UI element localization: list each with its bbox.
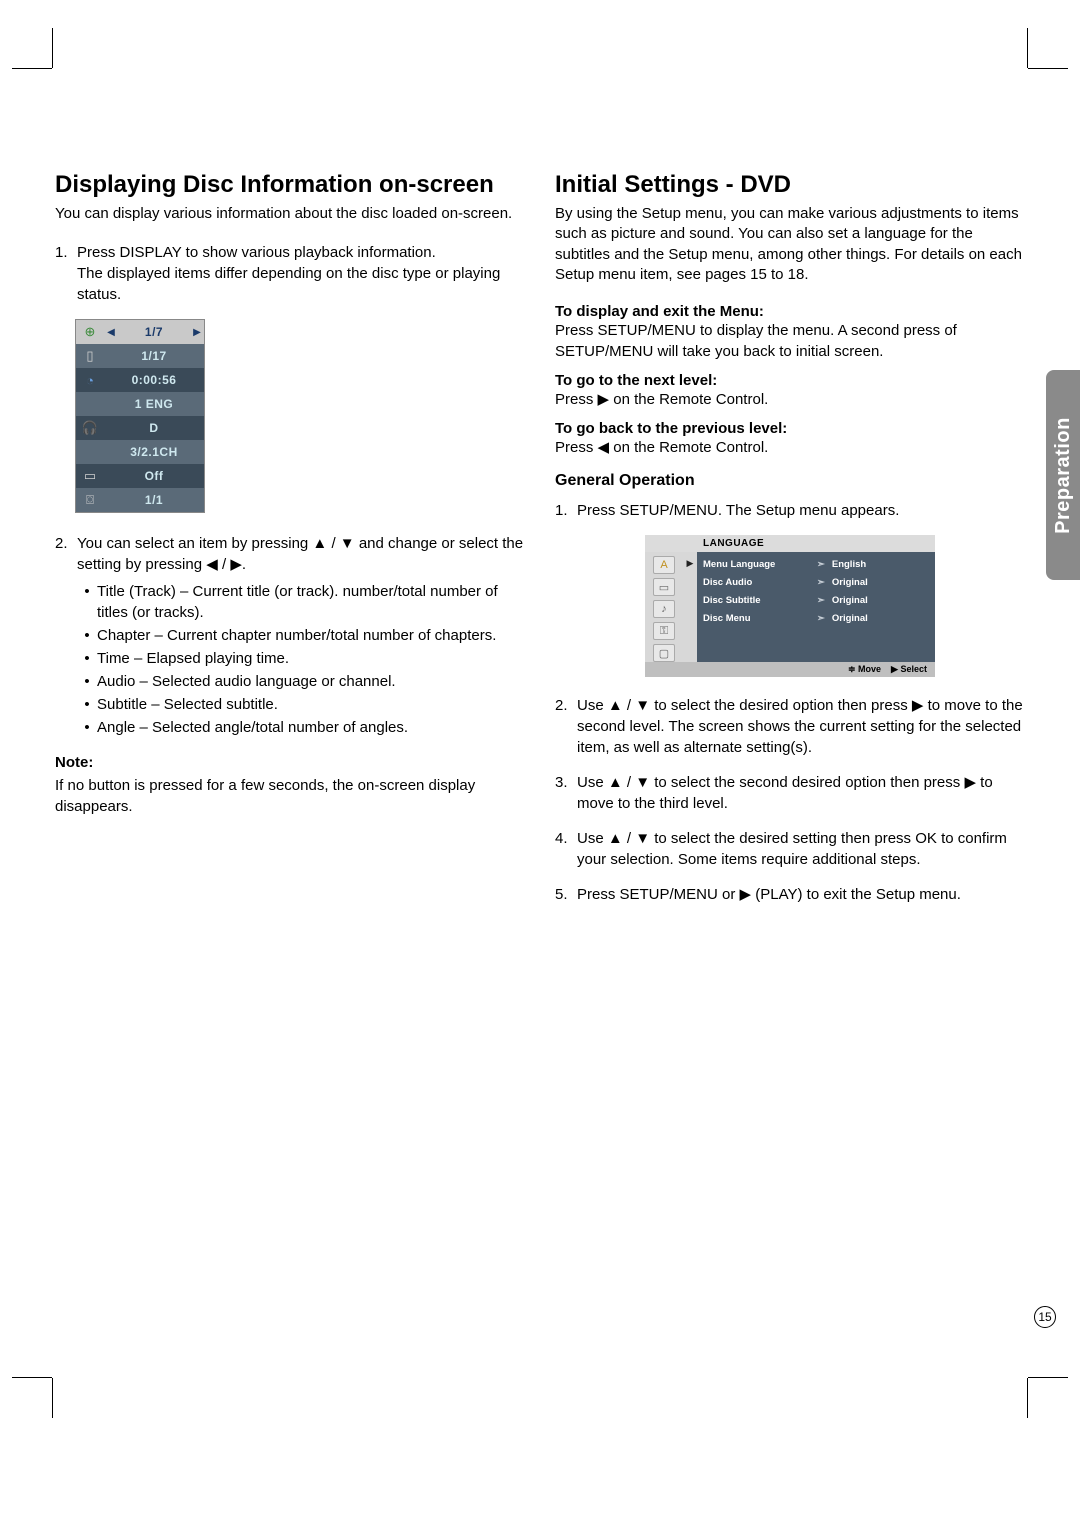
list-item: •Time – Elapsed playing time. [77, 648, 525, 669]
setup-tab-arrow-icon: ▶ [683, 552, 697, 662]
right-intro: By using the Setup menu, you can make va… [555, 204, 1025, 285]
left-icon: ◀ [598, 439, 610, 456]
audio-tab-icon: ♪ [653, 600, 675, 618]
other-tab-icon: ▢ [653, 644, 675, 662]
osd-row: 3/2.1CH [76, 440, 204, 464]
osd-row: ▭Off [76, 464, 204, 488]
down-icon: ▼ [635, 697, 650, 714]
left-step-1: 1. Press DISPLAY to show various playbac… [55, 242, 525, 305]
osd-panel: ⊕◀1/7▶▯1/17◔0:00:561 ENG🎧D3/2.1CH▭Off⌼1/… [75, 319, 205, 513]
osd-row-icon: ◔ [76, 373, 104, 388]
osd-row: ◔0:00:56 [76, 368, 204, 392]
left-heading: Displaying Disc Information on-screen [55, 170, 525, 200]
right-column: Initial Settings - DVD By using the Setu… [555, 170, 1025, 919]
setup-row-value: Original [832, 574, 929, 592]
up-icon: ▲ [312, 535, 327, 552]
lock-tab-icon: ⚿ [653, 622, 675, 640]
setup-row-value: Original [832, 610, 929, 628]
setup-menu: LANGUAGE A ▭ ♪ ⚿ ▢ ▶ Menu LanguageDisc A… [645, 535, 935, 677]
osd-row-icon: ⊕ [76, 324, 104, 340]
setup-row-label: Disc Subtitle [703, 592, 810, 610]
list-item: •Subtitle – Selected subtitle. [77, 694, 525, 715]
setup-menu-footer: ≑ Move ▶ Select [645, 662, 935, 677]
setup-menu-title: LANGUAGE [645, 535, 935, 552]
osd-row-icon: ▯ [76, 348, 104, 364]
list-item: •Angle – Selected angle/total number of … [77, 717, 525, 738]
osd-row-value: 1/17 [104, 349, 204, 363]
osd-row-value: 1 ENG [104, 397, 204, 411]
list-item: •Chapter – Current chapter number/total … [77, 625, 525, 646]
osd-row-value: 0:00:56 [104, 373, 204, 387]
osd-row-icon: ▭ [76, 468, 104, 484]
up-icon: ▲ [608, 830, 623, 847]
list-item: •Audio – Selected audio language or chan… [77, 671, 525, 692]
osd-left-arrow-icon: ◀ [104, 327, 118, 338]
page-number: 15 [1034, 1306, 1056, 1328]
setup-row-label: Disc Audio [703, 574, 810, 592]
setup-row-arrow-icon: ➣ [810, 610, 832, 628]
setup-row-arrow-icon: ➣ [810, 592, 832, 610]
right-icon: ▶ [230, 556, 242, 573]
setup-row-label: Disc Menu [703, 610, 810, 628]
play-icon: ▶ [740, 886, 752, 903]
side-tab-label: Preparation [1052, 417, 1075, 534]
setup-row-arrow-icon: ➣ [810, 556, 832, 574]
osd-row-value: 1/1 [104, 493, 204, 507]
p-display: Press SETUP/MENU to display the menu. A … [555, 320, 1025, 362]
osd-row: ⌼1/1 [76, 488, 204, 512]
h-back: To go back to the previous level: [555, 420, 1025, 437]
down-icon: ▼ [635, 774, 650, 791]
osd-row-value: 3/2.1CH [104, 445, 204, 459]
p-back: Press ◀ on the Remote Control. [555, 437, 1025, 458]
general-operation-heading: General Operation [555, 472, 1025, 490]
osd-row: ▯1/17 [76, 344, 204, 368]
up-icon: ▲ [608, 697, 623, 714]
osd-row: 1 ENG [76, 392, 204, 416]
setup-menu-tabs: A ▭ ♪ ⚿ ▢ [645, 552, 683, 662]
left-intro: You can display various information abou… [55, 204, 525, 224]
p-next: Press ▶ on the Remote Control. [555, 389, 1025, 410]
h-display: To display and exit the Menu: [555, 303, 1025, 320]
osd-row-icon: 🎧 [76, 420, 104, 436]
osd-row-value: 1/7 [118, 325, 190, 339]
osd-row-icon: ⌼ [76, 492, 104, 508]
move-icon: ≑ [848, 664, 858, 674]
right-icon: ▶ [964, 774, 976, 791]
gen-step-2: 2. Use ▲ / ▼ to select the desired optio… [555, 695, 1025, 758]
gen-step-3: 3. Use ▲ / ▼ to select the second desire… [555, 772, 1025, 814]
setup-row-label: Menu Language [703, 556, 810, 574]
gen-step-5: 5. Press SETUP/MENU or ▶ (PLAY) to exit … [555, 884, 1025, 905]
osd-row-value: D [104, 421, 204, 435]
right-icon: ▶ [912, 697, 924, 714]
gen-step-4: 4. Use ▲ / ▼ to select the desired setti… [555, 828, 1025, 870]
side-tab: Preparation [1046, 370, 1080, 580]
setup-row-value: English [832, 556, 929, 574]
list-item: •Title (Track) – Current title (or track… [77, 581, 525, 623]
down-icon: ▼ [340, 535, 355, 552]
down-icon: ▼ [635, 830, 650, 847]
osd-row: ⊕◀1/7▶ [76, 320, 204, 344]
gen-step-1: 1. Press SETUP/MENU. The Setup menu appe… [555, 500, 1025, 521]
note-body: If no button is pressed for a few second… [55, 775, 525, 817]
right-icon: ▶ [598, 391, 610, 408]
left-icon: ◀ [206, 556, 218, 573]
h-next: To go to the next level: [555, 372, 1025, 389]
display-tab-icon: ▭ [653, 578, 675, 596]
note-heading: Note: [55, 754, 525, 771]
left-step-2: 2. You can select an item by pressing ▲ … [55, 533, 525, 740]
up-icon: ▲ [608, 774, 623, 791]
osd-right-arrow-icon: ▶ [190, 327, 204, 338]
lang-tab-icon: A [653, 556, 675, 574]
setup-row-value: Original [832, 592, 929, 610]
setup-row-arrow-icon: ➣ [810, 574, 832, 592]
right-heading: Initial Settings - DVD [555, 170, 1025, 200]
osd-row-value: Off [104, 469, 204, 483]
osd-row: 🎧D [76, 416, 204, 440]
left-column: Displaying Disc Information on-screen Yo… [55, 170, 525, 919]
